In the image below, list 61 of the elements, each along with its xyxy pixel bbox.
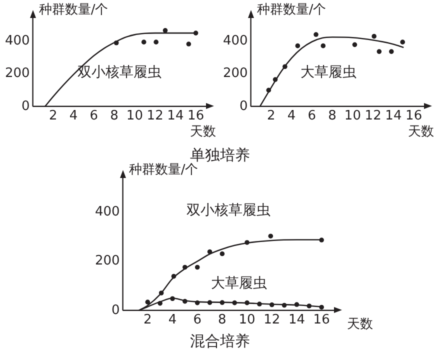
x-tick-label: 10 xyxy=(344,108,361,124)
x-tick-label: 12 xyxy=(146,108,164,124)
y-tick-label: 400 xyxy=(222,33,248,48)
x-tick-label: 10 xyxy=(126,108,143,124)
point xyxy=(194,264,200,270)
point xyxy=(220,251,225,256)
x-tick-label: 2 xyxy=(49,108,58,124)
x-tick-label: 4 xyxy=(287,108,296,124)
x-tick-label: 14 xyxy=(167,108,184,124)
point xyxy=(389,49,394,54)
y-tick-label: 200 xyxy=(222,66,248,82)
point xyxy=(320,43,326,48)
x-tick-label: 6 xyxy=(308,108,316,124)
point xyxy=(376,49,382,54)
x-tick-label: 12 xyxy=(264,312,280,328)
y-tick-label: 0 xyxy=(22,98,30,114)
text: 混合培养 xyxy=(190,332,250,351)
point xyxy=(352,42,358,48)
x-tick-label: 16 xyxy=(313,312,330,328)
point xyxy=(154,40,158,44)
y-tick-label: 0 xyxy=(240,98,248,114)
point xyxy=(145,300,150,304)
y-tick-label: 0 xyxy=(112,302,120,318)
point xyxy=(314,32,318,37)
x-tick-label: 8 xyxy=(218,312,226,328)
series-label: 双小核草履虫 xyxy=(186,202,270,219)
x-tick-label: 2 xyxy=(144,312,152,328)
point xyxy=(268,234,274,239)
text: 单独培养 xyxy=(190,146,250,164)
series-label: 大草履虫 xyxy=(300,64,357,80)
y-axis-title: 种群数量/个 xyxy=(128,162,198,178)
point xyxy=(186,42,192,46)
x-axis-title: 天数 xyxy=(347,316,373,332)
y-tick-label: 200 xyxy=(4,66,30,82)
x-tick-label: 4 xyxy=(69,108,78,124)
x-tick-label: 6 xyxy=(90,108,98,124)
y-tick-label: 200 xyxy=(94,254,120,269)
series-label: 大草履虫 xyxy=(210,276,267,292)
x-tick-label: 4 xyxy=(168,312,177,328)
y-axis-title: 种群数量/个 xyxy=(256,2,326,18)
point xyxy=(141,40,146,44)
x-tick-label: 14 xyxy=(288,312,306,328)
point xyxy=(295,43,300,48)
y-axis-title: 种群数量/个 xyxy=(38,2,108,18)
x-tick-label: 2 xyxy=(267,108,276,124)
x-tick-label: 6 xyxy=(193,312,202,328)
x-axis-title: 天数 xyxy=(190,124,216,140)
x-tick-label: 16 xyxy=(406,108,422,124)
x-tick-label: 8 xyxy=(328,108,336,124)
point xyxy=(162,28,168,33)
point xyxy=(372,34,376,39)
x-tick-label: 16 xyxy=(188,108,204,124)
x-tick-label: 8 xyxy=(110,108,118,124)
series-label: 双小核草履虫 xyxy=(77,64,162,80)
x-tick-label: 10 xyxy=(238,312,256,328)
x-tick-label: 12 xyxy=(364,108,382,124)
y-tick-label: 400 xyxy=(4,33,30,48)
point xyxy=(400,40,406,44)
x-axis-title: 天数 xyxy=(408,124,434,140)
y-tick-label: 400 xyxy=(94,204,120,220)
x-tick-label: 14 xyxy=(385,108,402,124)
